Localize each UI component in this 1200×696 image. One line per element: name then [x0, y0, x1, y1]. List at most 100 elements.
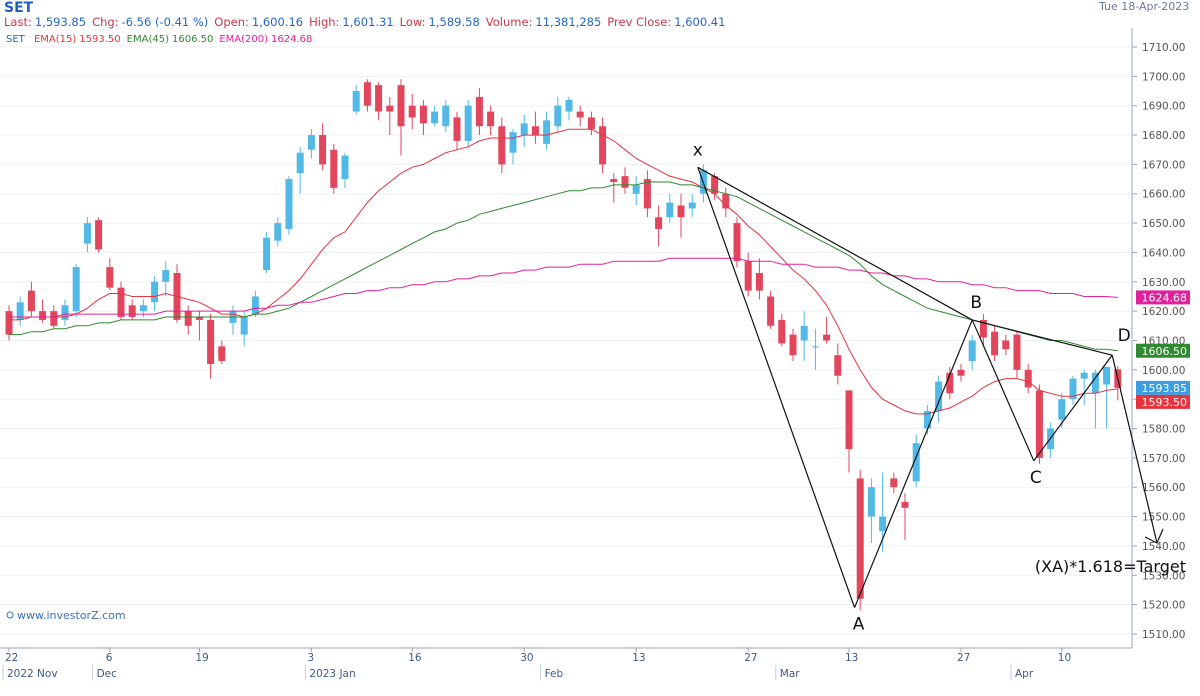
price-tag [1136, 394, 1190, 409]
candle-body [744, 261, 752, 291]
candle-body [867, 487, 875, 517]
pattern-point-label: D [1118, 326, 1131, 346]
pattern-line [972, 319, 1113, 356]
candle-body [117, 287, 125, 318]
y-tick-label: 1550.00 [1142, 512, 1185, 524]
x-tick-label: 10 [1058, 652, 1071, 664]
candle-body [991, 331, 999, 356]
month-label: Dec [97, 668, 118, 680]
legend: SET EMA(15) 1593.50 EMA(45) 1606.50 EMA(200)… [6, 34, 318, 45]
pattern-point-label: C [1030, 468, 1042, 488]
quote-value: 1,589.58 [428, 15, 480, 29]
candle-body [677, 205, 685, 218]
candle-body [285, 179, 293, 229]
ema-line [9, 257, 1118, 318]
target-arrowhead [1144, 528, 1164, 544]
quote-value: -6.56 (-0.41 %) [121, 15, 209, 29]
candle-body [27, 290, 35, 312]
candle-body [464, 105, 472, 141]
legend-name: EMA(15) [33, 34, 77, 45]
candle-body [498, 126, 506, 165]
candle-body [587, 117, 595, 130]
month-label: Mar [780, 668, 800, 680]
candle-body [296, 152, 304, 174]
y-tick-label: 1620.00 [1142, 306, 1185, 318]
candle-body [431, 111, 439, 124]
y-tick-label: 1530.00 [1142, 570, 1185, 582]
quote-label: Volume: [485, 15, 533, 29]
y-tick-label: 1560.00 [1142, 482, 1185, 494]
legend-value: 1593.50 [79, 34, 121, 45]
pattern-line [854, 319, 973, 608]
date-stamp: Tue 18-Apr-2023 [1099, 0, 1190, 13]
candle-body [923, 410, 931, 429]
watermark-icon [6, 611, 14, 619]
y-tick-label: 1640.00 [1142, 247, 1185, 259]
candle-body [1035, 390, 1043, 458]
candle-body [1002, 340, 1010, 350]
price-tag-label: 1624.68 [1142, 291, 1188, 304]
candle-body [554, 105, 562, 127]
candle-body [240, 317, 248, 335]
candle-body [688, 202, 696, 209]
candle-body [655, 217, 663, 229]
month-label: 2022 Nov [7, 668, 58, 680]
candle-body [128, 305, 136, 318]
candle-body [16, 302, 24, 320]
candle-body [442, 105, 450, 127]
pattern-line [971, 319, 1035, 462]
candle-body [531, 126, 539, 136]
month-label: Apr [1015, 668, 1034, 680]
candle-body [957, 369, 965, 376]
candle-body [565, 99, 573, 112]
y-tick-label: 1650.00 [1142, 218, 1185, 230]
y-tick-label: 1710.00 [1142, 42, 1185, 54]
x-tick-label: 27 [957, 652, 970, 664]
candle-body [711, 176, 719, 194]
candle-body [576, 111, 584, 118]
ema-line [9, 128, 1118, 415]
ema-line [9, 181, 1118, 352]
x-tick-label: 27 [744, 652, 757, 664]
quote-label: Prev Close: [607, 15, 672, 29]
candle-body [475, 96, 483, 127]
x-tick-label: 19 [195, 652, 208, 664]
candle-body [319, 135, 327, 165]
candle-body [856, 478, 864, 599]
candle-body [1024, 369, 1032, 388]
candle-body [643, 179, 651, 209]
pattern-point-label: B [970, 293, 982, 313]
candle-body [1103, 366, 1111, 385]
candle-body [375, 85, 383, 112]
pattern-line [697, 167, 856, 608]
candle-body [151, 281, 159, 303]
candle-body [106, 267, 114, 288]
x-tick-label: 16 [408, 652, 422, 664]
candle-body [386, 105, 394, 112]
candle-body [811, 346, 819, 348]
legend-symbol: SET [6, 34, 25, 45]
candle-body [83, 223, 91, 244]
x-tick-label: 13 [845, 652, 858, 664]
y-tick-label: 1510.00 [1142, 629, 1185, 641]
y-tick-label: 1570.00 [1142, 453, 1185, 465]
candle-body [274, 223, 282, 241]
candle-body [789, 334, 797, 356]
quote-value: 11,381,285 [535, 15, 602, 29]
candle-body [307, 135, 315, 150]
candle-body [520, 123, 528, 136]
y-tick-label: 1630.00 [1142, 277, 1185, 289]
candle-body [5, 311, 13, 335]
candle-body [1091, 372, 1099, 394]
candle-body [39, 311, 47, 320]
x-tick-label: 22 [5, 652, 18, 664]
candle-body [733, 223, 741, 262]
candle-body [778, 319, 786, 344]
candle-body [397, 85, 405, 127]
candle-body [722, 193, 730, 209]
candle-body [946, 372, 954, 394]
candle-body [767, 296, 775, 326]
